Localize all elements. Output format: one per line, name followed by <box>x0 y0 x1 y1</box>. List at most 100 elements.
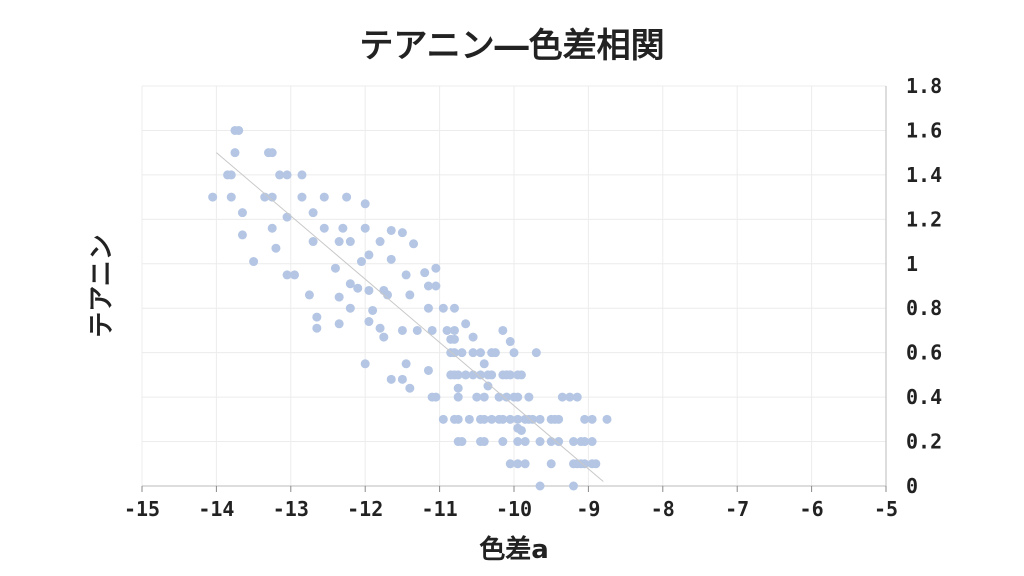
x-tick-label: -8 <box>651 497 675 521</box>
data-point <box>345 303 355 313</box>
y-tick-label: 1 <box>906 252 918 276</box>
data-point <box>464 414 474 424</box>
data-point <box>528 414 538 424</box>
data-point <box>423 303 433 313</box>
data-point <box>453 414 463 424</box>
data-point <box>226 170 236 180</box>
data-point <box>308 208 318 218</box>
x-tick-label: -6 <box>800 497 824 521</box>
data-point <box>237 208 247 218</box>
data-point <box>226 192 236 202</box>
data-point <box>420 268 430 278</box>
y-tick-label: 0.8 <box>906 296 942 320</box>
data-point <box>282 212 292 222</box>
data-point <box>505 459 515 469</box>
data-point <box>591 459 601 469</box>
y-tick-label: 1.6 <box>906 118 942 142</box>
data-point <box>531 348 541 358</box>
data-point <box>364 317 374 327</box>
data-point <box>449 348 459 358</box>
y-axis-ticks: 0 0.2 0.4 0.6 0.8 1 1.2 1.4 1.6 1.8 <box>906 74 942 498</box>
data-point <box>565 392 575 402</box>
data-point <box>442 325 452 335</box>
x-tick-label: -15 <box>124 497 160 521</box>
data-point <box>360 223 370 233</box>
y-tick-label: 1.8 <box>906 74 942 98</box>
y-tick-label: 0.2 <box>906 430 942 454</box>
x-tick-label: -11 <box>422 497 458 521</box>
data-point <box>427 325 437 335</box>
data-point <box>312 312 322 322</box>
data-point <box>412 325 422 335</box>
data-point <box>345 237 355 247</box>
data-point <box>490 348 500 358</box>
data-point <box>487 370 497 380</box>
data-point <box>479 359 489 369</box>
data-point <box>368 305 378 315</box>
x-tick-label: -9 <box>576 497 600 521</box>
data-point <box>319 192 329 202</box>
data-point <box>468 348 478 358</box>
data-point <box>476 348 486 358</box>
data-point <box>375 237 385 247</box>
data-point <box>353 283 363 293</box>
data-point <box>260 192 270 202</box>
y-tick-label: 0.4 <box>906 385 942 409</box>
data-point <box>409 239 419 249</box>
data-point <box>520 437 530 447</box>
y-tick-label: 1.4 <box>906 163 942 187</box>
data-point <box>267 223 277 233</box>
data-point <box>431 263 441 273</box>
data-point <box>453 370 463 380</box>
data-point <box>423 365 433 375</box>
x-tick-label: -10 <box>496 497 532 521</box>
data-point <box>438 414 448 424</box>
data-point <box>505 370 515 380</box>
data-point <box>304 290 314 300</box>
data-point <box>476 370 486 380</box>
data-point <box>557 392 567 402</box>
data-point <box>513 437 523 447</box>
data-point <box>554 437 564 447</box>
data-point <box>580 459 590 469</box>
data-point <box>271 243 281 253</box>
data-point <box>334 319 344 329</box>
data-point <box>505 414 515 424</box>
data-points <box>208 125 612 491</box>
data-point <box>487 414 497 424</box>
data-point <box>338 223 348 233</box>
data-point <box>587 437 597 447</box>
data-point <box>379 332 389 342</box>
data-point <box>397 374 407 384</box>
data-point <box>431 281 441 291</box>
data-point <box>572 392 582 402</box>
data-point <box>230 148 240 158</box>
data-point <box>360 199 370 209</box>
data-point <box>457 348 467 358</box>
data-point <box>297 192 307 202</box>
data-point <box>479 414 489 424</box>
x-tick-label: -5 <box>874 497 898 521</box>
data-point <box>569 481 579 491</box>
data-point <box>334 237 344 247</box>
data-point <box>401 359 411 369</box>
data-point <box>431 392 441 402</box>
data-point <box>580 437 590 447</box>
y-tick-label: 1.2 <box>906 207 942 231</box>
data-point <box>345 279 355 289</box>
data-point <box>569 437 579 447</box>
data-point <box>383 290 393 300</box>
data-point <box>360 359 370 369</box>
data-point <box>520 459 530 469</box>
data-point <box>516 370 526 380</box>
data-point <box>267 148 277 158</box>
data-point <box>364 285 374 295</box>
data-point <box>449 303 459 313</box>
data-point <box>479 437 489 447</box>
data-point <box>449 325 459 335</box>
data-point <box>237 230 247 240</box>
data-point <box>535 481 545 491</box>
data-point <box>509 348 519 358</box>
data-point <box>386 374 396 384</box>
